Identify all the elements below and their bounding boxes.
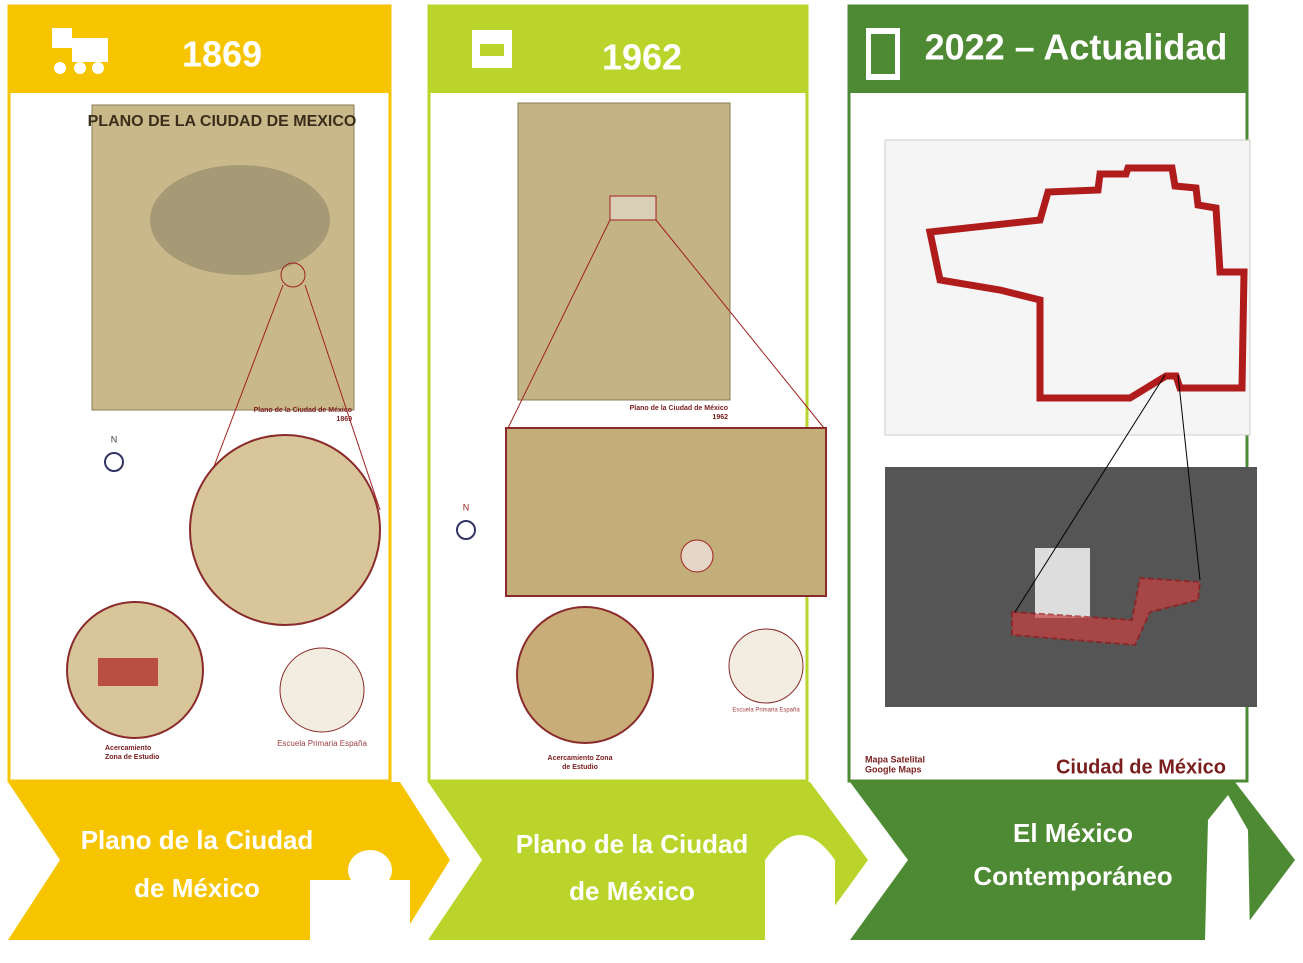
school-label: Escuela Primaria España (277, 739, 367, 748)
zoom-circle (280, 648, 364, 732)
header-year: 1962 (602, 37, 682, 78)
school-label: Escuela Primaria España (732, 708, 800, 714)
header-year: 1869 (182, 34, 262, 75)
zoom-caption: de Estudio (562, 764, 598, 771)
study-zone (98, 658, 158, 686)
footer-text: de México (134, 873, 260, 903)
page: {"columns": [ {"year": "1869", "map_capt… (0, 0, 1303, 963)
footer-text: Plano de la Ciudad (516, 829, 749, 859)
satellite-building (1035, 548, 1090, 618)
map-caption: Plano de la Ciudad de México (630, 405, 728, 412)
monument-icon (765, 835, 835, 940)
map-caption: Plano de la Ciudad de México (254, 407, 352, 414)
zoom-caption: Acercamiento (105, 745, 151, 752)
north-label: N (463, 502, 470, 512)
map-print-title: PLANO DE LA CIUDAD DE MEXICO (88, 113, 357, 130)
infographic: 1869 1962 2022 – Actualidad PLANO DE LA … (0, 0, 1303, 963)
zoom-circle (190, 435, 380, 625)
map-caption: Google Maps (865, 764, 922, 774)
map-caption: Mapa Satelital (865, 754, 925, 764)
footer-text: Contemporáneo (973, 861, 1172, 891)
header-year: 2022 – Actualidad (925, 27, 1228, 68)
zoom-marker (681, 540, 713, 572)
zoom-circle (517, 607, 653, 743)
footer-text: El México (1013, 818, 1133, 848)
zoom-circle (729, 629, 803, 703)
place-label: Ciudad de México (1056, 756, 1226, 778)
zoom-caption: Zona de Estudio (105, 754, 159, 761)
building-icon (866, 28, 900, 80)
map-texture (150, 165, 330, 275)
old-map (518, 103, 730, 400)
zoom-caption: Acercamiento Zona (548, 755, 613, 762)
zoom-marker (610, 196, 656, 220)
scroll-icon (472, 30, 512, 68)
map-caption: 1962 (712, 414, 728, 421)
footer-text: Plano de la Ciudad (81, 825, 314, 855)
north-label: N (111, 434, 118, 444)
footer-text: de México (569, 876, 695, 906)
zoom-map (506, 428, 826, 596)
